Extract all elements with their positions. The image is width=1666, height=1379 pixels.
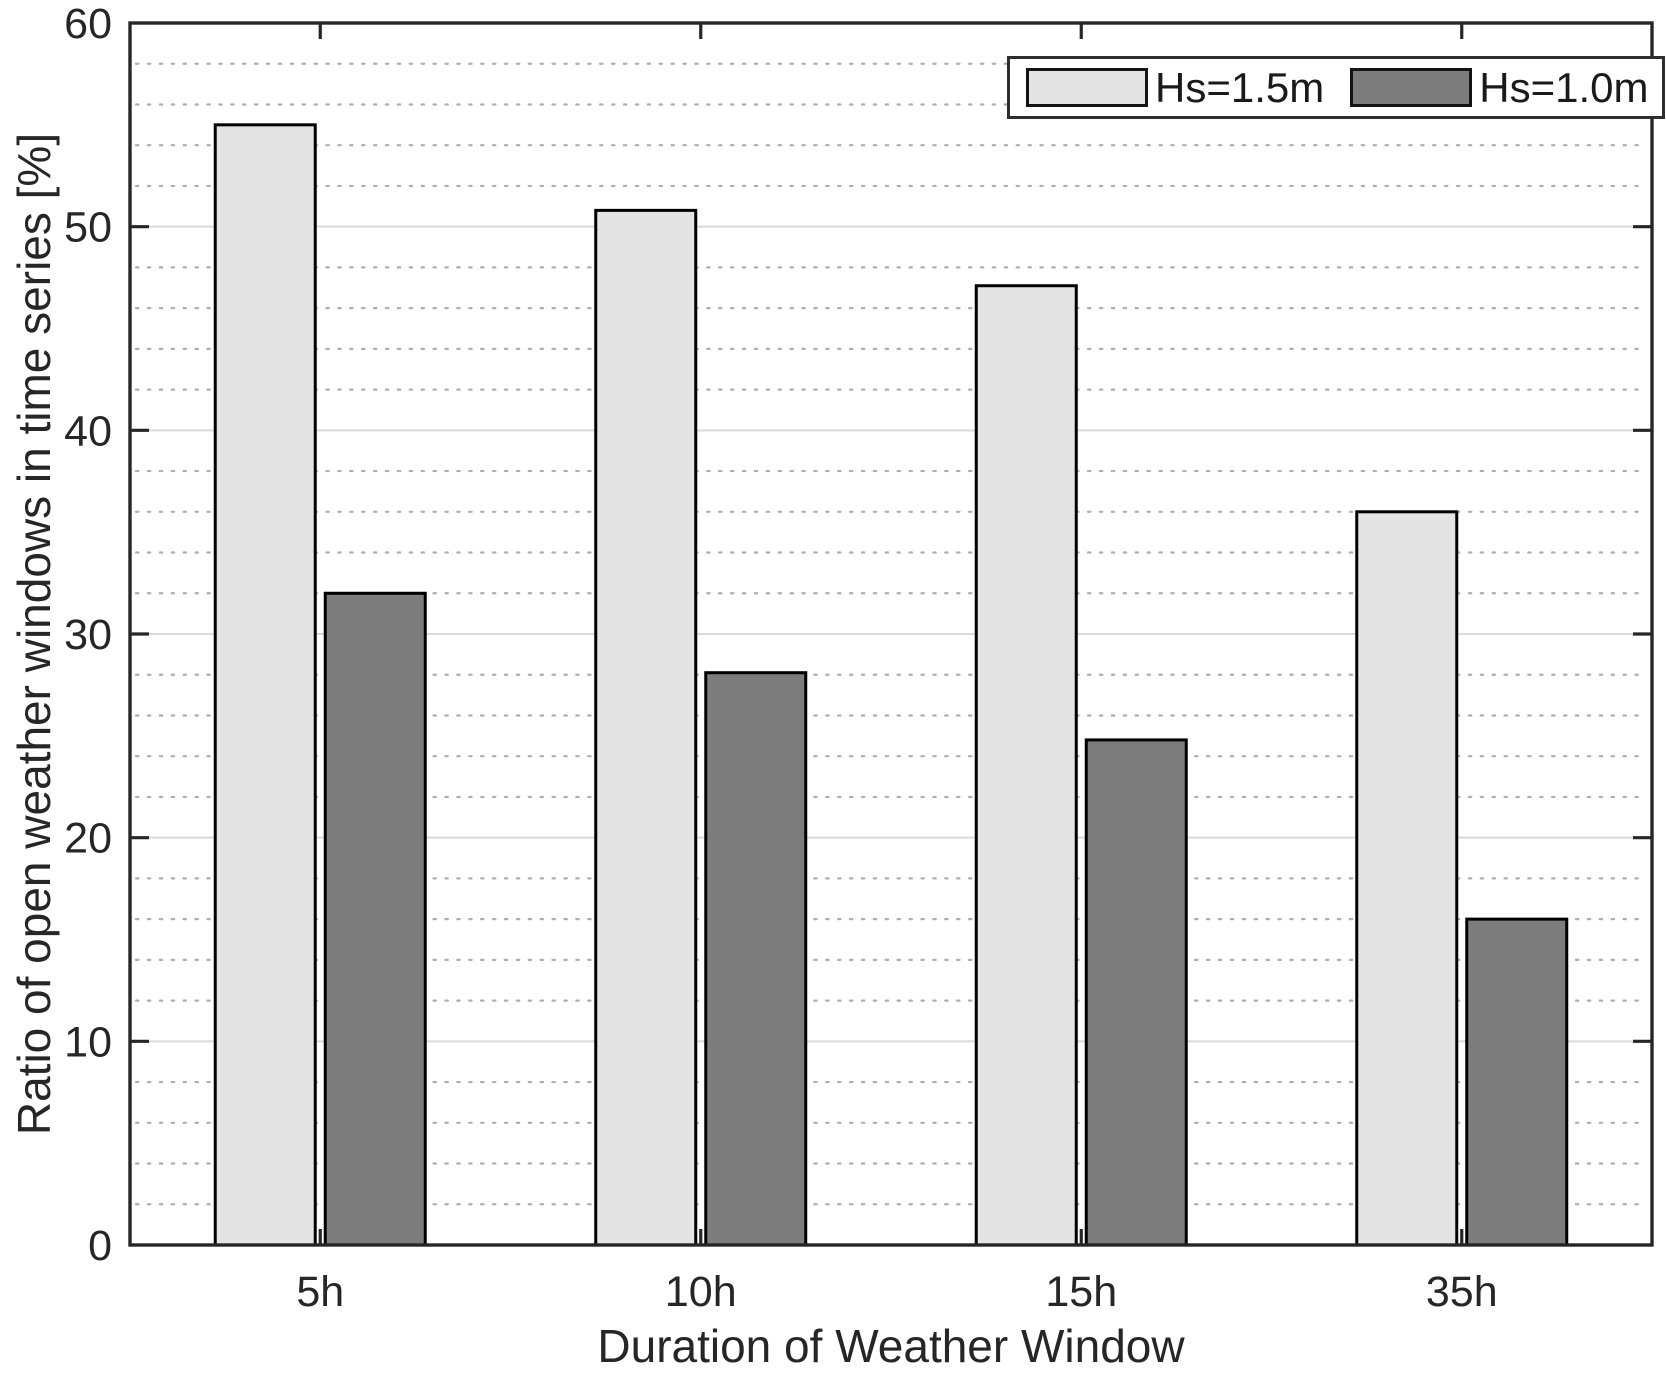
legend-swatch <box>1350 68 1473 107</box>
x-tick-label: 35h <box>1426 1268 1498 1316</box>
bar-hs15m-10h <box>594 208 698 1247</box>
bar-hs15m-5h <box>213 123 317 1247</box>
legend-swatch <box>1026 68 1148 107</box>
y-tick-label: 60 <box>64 0 112 48</box>
y-tick-label: 10 <box>64 1018 112 1066</box>
legend-item: Hs=1.5m <box>1026 64 1324 112</box>
y-tick-label: 30 <box>64 611 112 659</box>
x-tick-label: 15h <box>1045 1268 1117 1316</box>
legend: Hs=1.5m Hs=1.0m <box>1007 56 1666 119</box>
legend-label: Hs=1.0m <box>1479 63 1649 111</box>
legend-label: Hs=1.5m <box>1155 63 1325 111</box>
y-tick-label: 40 <box>64 407 112 455</box>
bar-hs10m-15h <box>1084 738 1188 1247</box>
bar-hs15m-35h <box>1355 510 1459 1247</box>
bar-hs15m-15h <box>974 284 1078 1247</box>
y-tick-label: 20 <box>64 815 112 863</box>
y-axis-label: Ratio of open weather windows in time se… <box>8 132 60 1136</box>
x-tick-label: 10h <box>665 1268 737 1316</box>
y-tick-label: 50 <box>64 204 112 252</box>
y-tick-label: 0 <box>88 1222 112 1270</box>
x-tick-label: 5h <box>296 1268 344 1316</box>
x-axis-label: Duration of Weather Window <box>597 1320 1185 1372</box>
legend-item: Hs=1.0m <box>1350 64 1648 112</box>
bar-hs10m-35h <box>1465 917 1569 1247</box>
bar-hs10m-10h <box>704 671 808 1247</box>
bar-hs10m-5h <box>323 591 427 1247</box>
